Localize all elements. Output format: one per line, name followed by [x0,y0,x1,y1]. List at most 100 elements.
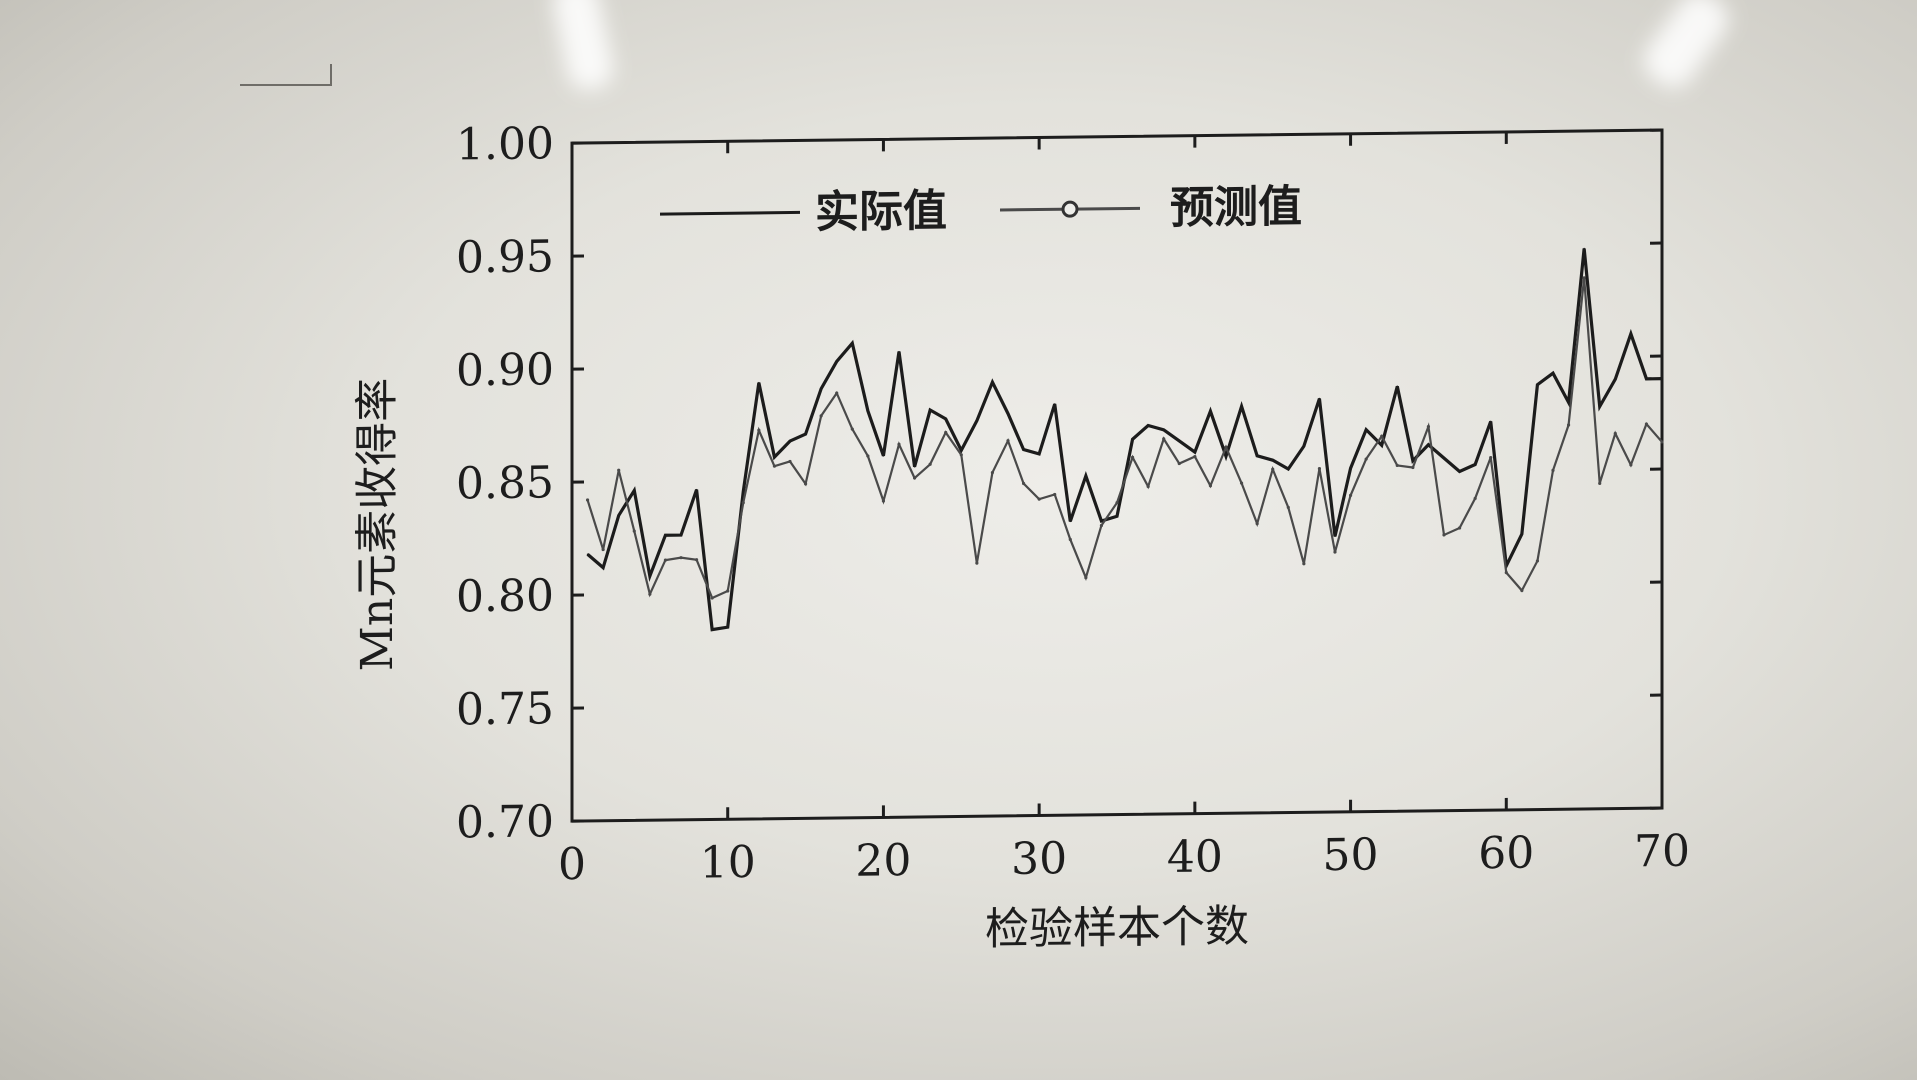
data-point-actual [1162,429,1165,431]
y-axis-title: Mn元素收得率 [352,377,403,671]
data-point-actual [867,409,869,412]
data-point-predicted [1115,501,1119,505]
data-point-predicted [1021,481,1026,486]
x-tick-labels: 0 10 20 30 40 50 60 70 [558,826,1690,891]
data-point-actual [1567,401,1570,404]
data-point-predicted [1146,484,1150,489]
data-point-predicted [1598,481,1602,485]
data-point-predicted [1613,431,1617,436]
data-point-actual [851,342,854,344]
y-tick-label: 0.85 [456,457,554,509]
data-point-predicted [1644,422,1649,426]
data-point-predicted [990,470,995,475]
data-point-predicted [1130,455,1135,459]
x-tick-label: 20 [855,835,911,887]
data-point-predicted [1442,533,1446,537]
data-point-predicted [1629,463,1633,467]
data-point-actual [1598,405,1601,408]
data-point-predicted [679,556,683,560]
data-point-predicted [1348,493,1353,497]
data-point-predicted [1177,461,1181,466]
data-point-actual [835,360,838,363]
data-point-predicted [726,589,730,593]
data-point-predicted [772,464,777,468]
x-tick-label: 40 [1167,831,1223,883]
data-point-actual [649,575,651,577]
data-point-predicted [1084,576,1088,580]
data-point-actual [960,449,963,452]
data-point-predicted [850,427,854,431]
data-point-predicted [1426,425,1431,429]
series-line-actual [586,248,1662,632]
data-point-actual [742,490,745,493]
data-point-actual [1334,535,1336,538]
data-point-predicted [819,414,823,418]
data-point-actual [586,553,589,556]
data-point-actual [1178,440,1181,442]
data-point-predicted [710,596,714,600]
data-point-actual [804,433,807,435]
data-point-actual [1661,377,1663,380]
data-point-predicted [866,454,870,458]
data-point-actual [711,628,713,631]
x-axis-title: 检验样本个数 [985,901,1249,955]
data-point-predicted [1099,523,1104,528]
data-point-actual [773,456,776,458]
data-point-predicted [1520,588,1524,593]
data-point-predicted [959,453,963,457]
data-point-actual [1380,444,1383,447]
data-point-actual [1521,533,1523,535]
data-point-actual [929,409,931,411]
data-point-predicted [694,558,699,562]
plot-area-frame [570,128,1664,823]
data-point-actual [944,418,947,420]
data-point-predicted [585,498,590,502]
data-point-predicted [1068,537,1072,542]
series-line-predicted [586,277,1663,600]
data-point-actual [1630,333,1632,335]
data-point-actual [1022,448,1025,451]
data-point-predicted [1271,467,1275,471]
data-point-predicted [1239,481,1244,485]
data-point-predicted [1006,439,1010,443]
data-point-actual [1412,459,1414,462]
data-point-actual [976,419,978,422]
data-point-actual [1458,470,1461,473]
data-point-actual [633,489,636,492]
data-point-actual [898,350,900,353]
data-point-actual [726,626,729,628]
data-point-actual [1536,383,1539,386]
data-point-actual [602,566,604,569]
data-point-actual [882,454,885,457]
x-tick-label: 0 [558,839,586,890]
data-point-predicted [944,430,948,435]
data-point-actual [789,440,791,442]
data-point-predicted [632,529,636,533]
data-point-predicted [1457,526,1462,530]
data-point-actual [1085,475,1087,477]
data-point-actual [1614,378,1617,381]
data-point-predicted [1551,468,1555,472]
data-point-actual [1194,451,1196,453]
data-point-actual [1131,438,1134,441]
data-point-predicted [1037,497,1041,501]
data-point-predicted [1395,463,1399,468]
data-point-predicted [928,462,932,466]
x-tick-label: 70 [1634,826,1690,878]
data-point-predicted [881,499,886,503]
data-point-actual [1552,372,1554,374]
data-point-predicted [1333,550,1337,554]
data-point-predicted [803,482,808,486]
data-point-predicted [1473,496,1477,501]
data-point-predicted [1535,559,1540,563]
y-tick-label: 0.70 [456,796,554,848]
data-point-predicted [1224,445,1228,449]
data-point-predicted [1255,522,1259,526]
legend: 实际值 预测值 [660,181,1302,238]
data-point-actual [1443,457,1445,459]
y-tick-label: 0.80 [456,570,554,622]
data-point-predicted [1317,467,1322,471]
data-point-actual [1256,455,1258,457]
